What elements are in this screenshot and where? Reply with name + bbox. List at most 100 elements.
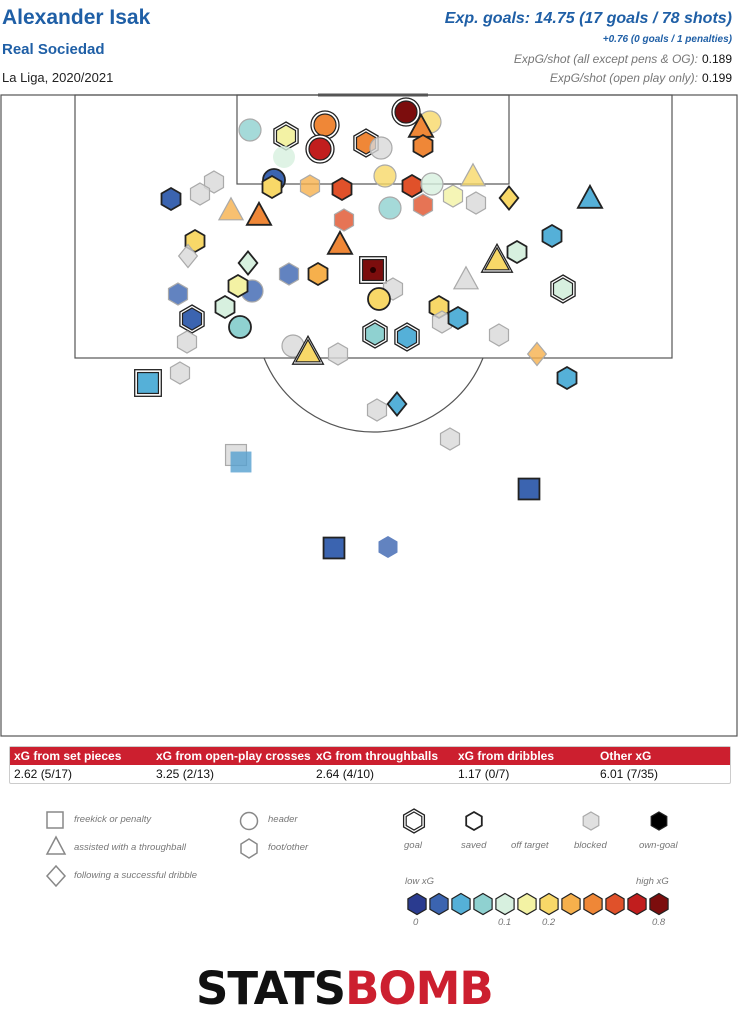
shot-marker-diamond bbox=[177, 243, 199, 269]
shot-marker-square bbox=[517, 477, 541, 501]
penalty-spot-dot bbox=[370, 267, 376, 273]
scale-high-label: high xG bbox=[636, 876, 669, 887]
table-cell: 6.01 (7/35) bbox=[600, 767, 659, 781]
shot-marker-triangle bbox=[291, 334, 325, 365]
shot-marker-circle bbox=[369, 136, 393, 160]
scale-swatch-icon bbox=[429, 892, 449, 916]
shot-marker-square bbox=[322, 536, 346, 560]
legend-graphics bbox=[45, 808, 669, 916]
shot-marker-hexagon bbox=[366, 398, 388, 422]
rate-value: 0.189 bbox=[701, 52, 732, 66]
outcome-goal-icon bbox=[402, 808, 426, 834]
shot-marker-hexagon bbox=[278, 262, 300, 286]
shot-marker-hexagon bbox=[412, 133, 434, 159]
shot-marker-diamond bbox=[386, 391, 408, 417]
legend-label: own-goal bbox=[639, 840, 678, 851]
table-header: Other xG bbox=[600, 749, 652, 763]
scale-swatch-icon bbox=[539, 892, 559, 916]
shot-marker-hexagon bbox=[442, 184, 464, 208]
legend-label: freekick or penalty bbox=[74, 814, 152, 825]
statsbomb-logo: STATSBOMB bbox=[196, 962, 494, 1015]
outcome-saved-icon bbox=[465, 810, 483, 832]
outcome-blocked-icon bbox=[582, 811, 600, 831]
shot-marker-hexagon bbox=[447, 305, 469, 331]
hexagon-legend-icon bbox=[240, 838, 258, 859]
shot-marker-hexagon bbox=[465, 191, 487, 215]
legend-label: saved bbox=[461, 840, 487, 851]
scale-swatch-icon bbox=[451, 892, 471, 916]
shot-map bbox=[0, 93, 738, 737]
legend-label: blocked bbox=[574, 840, 607, 851]
scale-swatch-icon bbox=[407, 892, 427, 916]
table-cell: 2.62 (5/17) bbox=[14, 767, 73, 781]
shot-marker-hexagon bbox=[488, 323, 510, 347]
shot-marker-circle bbox=[391, 97, 421, 127]
shot-marker-hexagon bbox=[203, 170, 225, 194]
logo-part: STATS bbox=[196, 962, 346, 1015]
table-header: xG from throughballs bbox=[316, 749, 439, 763]
shot-marker-circle bbox=[420, 172, 444, 196]
shot-marker-hexagon bbox=[331, 176, 353, 202]
shot-marker-hexagon bbox=[333, 208, 355, 232]
team-name: Real Sociedad bbox=[2, 41, 105, 58]
diamond-legend-icon bbox=[45, 864, 67, 888]
shot-marker-diamond bbox=[237, 250, 259, 276]
shot-marker-circle bbox=[238, 118, 262, 142]
outcome-off-icon bbox=[525, 812, 541, 830]
shot-marker-hexagon bbox=[227, 273, 249, 299]
shot-marker-hexagon bbox=[327, 342, 349, 366]
shot-marker-circle bbox=[373, 164, 397, 188]
shots-layer bbox=[134, 97, 604, 560]
shot-marker-hexagon bbox=[189, 182, 211, 206]
shot-marker-triangle bbox=[459, 162, 487, 187]
shot-marker-circle bbox=[273, 146, 295, 168]
triangle-legend-icon bbox=[45, 835, 67, 855]
rate-value: 0.199 bbox=[701, 71, 732, 85]
competition-season: La Liga, 2020/2021 bbox=[2, 70, 114, 85]
outcome-icons bbox=[402, 808, 668, 834]
rate-label: ExpG/shot (all except pens & OG): bbox=[513, 52, 698, 66]
scale-swatch-icon bbox=[649, 892, 669, 916]
penalty-note: +0.76 (0 goals / 1 penalties) bbox=[602, 34, 732, 45]
xg-breakdown-table: xG from set pieces xG from open-play cro… bbox=[9, 746, 731, 784]
shot-marker-triangle bbox=[452, 265, 480, 290]
shot-marker-hexagon bbox=[401, 173, 423, 199]
xg-color-scale bbox=[407, 892, 669, 916]
table-cell: 2.64 (4/10) bbox=[316, 767, 375, 781]
shot-marker-triangle bbox=[217, 196, 245, 221]
shot-marker-circle bbox=[305, 134, 335, 164]
shot-marker-hexagon bbox=[307, 261, 329, 287]
xg-per-shot-open-play: ExpG/shot (open play only): 0.199 bbox=[550, 71, 732, 85]
legend-label: following a successful dribble bbox=[74, 870, 198, 881]
shot-marker-circle bbox=[228, 315, 252, 339]
shot-marker-hexagon bbox=[362, 319, 388, 349]
shot-marker-circle bbox=[378, 196, 402, 220]
shot-marker-hexagon bbox=[394, 322, 420, 352]
shot-marker-circle bbox=[367, 287, 391, 311]
rate-label: ExpG/shot (open play only): bbox=[549, 71, 698, 85]
legend-label: header bbox=[268, 814, 298, 825]
shot-marker-diamond bbox=[498, 185, 520, 211]
scale-swatch-icon bbox=[495, 892, 515, 916]
table-header: xG from dribbles bbox=[458, 749, 555, 763]
scale-low-label: low xG bbox=[405, 876, 435, 887]
shot-marker-hexagon bbox=[299, 174, 321, 198]
circle-legend-icon bbox=[239, 811, 259, 831]
shot-marker-hexagon bbox=[179, 304, 205, 334]
shot-marker-hexagon bbox=[541, 223, 563, 249]
legend-label: goal bbox=[404, 840, 422, 851]
table-cell: 3.25 (2/13) bbox=[156, 767, 215, 781]
shot-marker-triangle bbox=[576, 183, 604, 209]
scale-swatch-icon bbox=[561, 892, 581, 916]
scale-swatch-icon bbox=[473, 892, 493, 916]
shot-marker-triangle bbox=[326, 229, 354, 255]
xg-per-shot-all: ExpG/shot (all except pens & OG): 0.189 bbox=[514, 52, 732, 66]
scale-tick: 0.1 bbox=[498, 917, 512, 928]
scale-swatch-icon bbox=[627, 892, 647, 916]
shot-marker-hexagon bbox=[273, 121, 299, 151]
shot-marker-hexagon bbox=[439, 427, 461, 451]
shot-marker-hexagon bbox=[169, 361, 191, 385]
table-header: xG from open-play crosses bbox=[156, 749, 311, 763]
scale-swatch-icon bbox=[583, 892, 603, 916]
square-legend-icon bbox=[46, 811, 64, 829]
